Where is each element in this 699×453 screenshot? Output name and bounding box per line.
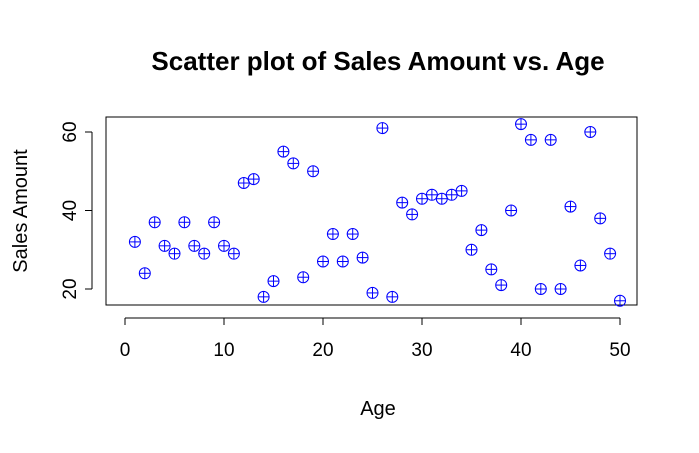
data-point [158, 239, 171, 252]
data-point [594, 212, 607, 225]
data-point [515, 118, 527, 131]
data-point [198, 247, 211, 260]
data-point [445, 188, 458, 201]
y-tick-label: 20 [60, 278, 81, 299]
data-point [336, 255, 349, 268]
data-point [257, 290, 270, 303]
data-point [425, 188, 438, 201]
data-point [218, 239, 230, 252]
data-point [168, 247, 181, 260]
data-point [237, 177, 250, 190]
data-point [366, 286, 379, 299]
x-axis-label: Age [360, 398, 396, 420]
data-point [138, 267, 151, 280]
data-point [356, 251, 369, 264]
data-point [505, 204, 518, 217]
data-point [386, 290, 399, 303]
data-point [455, 184, 468, 197]
data-point [178, 216, 191, 229]
x-tick-label: 30 [411, 340, 432, 361]
x-tick-label: 10 [213, 340, 234, 361]
data-point [247, 173, 260, 186]
data-point [267, 275, 280, 288]
data-point [485, 263, 498, 276]
data-point [416, 192, 428, 205]
data-point [584, 126, 597, 138]
data-point [188, 239, 201, 252]
data-point [346, 228, 359, 241]
plot-frame [105, 116, 638, 306]
data-point [524, 133, 537, 146]
data-point [614, 294, 626, 307]
data-point [406, 208, 419, 221]
data-point [495, 279, 508, 292]
x-axis: 0 10 20 30 40 50 [120, 317, 631, 361]
y-axis-label: Sales Amount [10, 149, 32, 273]
data-point [128, 235, 141, 248]
x-tick-label: 0 [120, 340, 131, 361]
x-tick-label: 20 [312, 340, 333, 361]
data-point [208, 216, 221, 229]
data-point [574, 259, 587, 272]
data-point [297, 271, 310, 284]
data-point [604, 247, 617, 260]
data-point [435, 192, 448, 205]
data-point [376, 122, 389, 135]
data-point [227, 247, 240, 260]
data-point [396, 196, 409, 209]
x-tick-label: 40 [510, 340, 531, 361]
data-point [307, 165, 320, 178]
data-point [564, 200, 577, 213]
y-tick-label: 60 [60, 121, 81, 142]
y-tick-label: 40 [60, 200, 81, 221]
data-point [554, 283, 567, 295]
data-point [534, 283, 547, 295]
data-points [128, 118, 626, 307]
data-point [475, 224, 488, 237]
data-point [287, 157, 300, 170]
data-point [317, 255, 329, 268]
data-point [465, 243, 478, 256]
data-point [148, 216, 161, 229]
data-point [277, 145, 290, 158]
y-axis: 20 40 60 [60, 121, 93, 300]
data-point [326, 228, 339, 241]
chart-title: Scatter plot of Sales Amount vs. Age [151, 46, 604, 76]
x-tick-label: 50 [609, 340, 630, 361]
data-point [544, 133, 557, 146]
